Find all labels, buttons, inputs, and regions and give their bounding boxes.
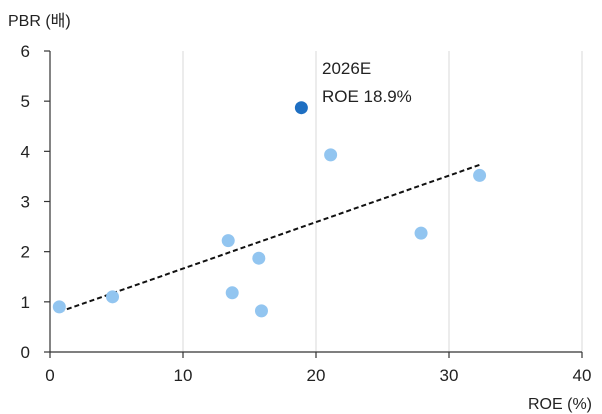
highlight-label-roe: ROE 18.9% <box>322 87 412 106</box>
highlight-point <box>294 101 308 115</box>
data-point-8 <box>414 226 428 240</box>
y-tick-label-6: 6 <box>21 42 30 61</box>
y-tick-label-4: 4 <box>21 142 30 161</box>
y-tick-label-0: 0 <box>21 343 30 362</box>
x-tick-label-20: 20 <box>307 366 326 385</box>
data-point-9 <box>473 168 487 182</box>
grid-lines <box>182 51 583 352</box>
y-tick-label-2: 2 <box>21 243 30 262</box>
y-tick-label-1: 1 <box>21 293 30 312</box>
x-tick-label-30: 30 <box>440 366 459 385</box>
data-point-1 <box>52 300 66 314</box>
data-points <box>52 148 487 318</box>
data-point-3 <box>221 234 235 248</box>
x-tick-label-10: 10 <box>174 366 193 385</box>
y-tick-label-5: 5 <box>21 92 30 111</box>
highlight-label-year: 2026E <box>322 59 371 78</box>
y-tick-label-3: 3 <box>21 193 30 212</box>
trend-line <box>58 163 480 313</box>
data-point-6 <box>254 304 268 318</box>
y-axis-label: PBR (배) <box>8 12 71 30</box>
x-axis-ticks: 0 10 20 30 40 <box>45 352 591 385</box>
data-point-4 <box>225 286 239 300</box>
data-point-2 <box>106 290 120 304</box>
x-tick-label-40: 40 <box>573 366 592 385</box>
data-point-5 <box>252 251 266 265</box>
x-tick-label-0: 0 <box>45 366 54 385</box>
data-point-7 <box>324 148 338 162</box>
y-axis-ticks: 0 1 2 3 4 5 6 <box>21 42 50 362</box>
x-axis-label: ROE (%) <box>528 396 592 413</box>
